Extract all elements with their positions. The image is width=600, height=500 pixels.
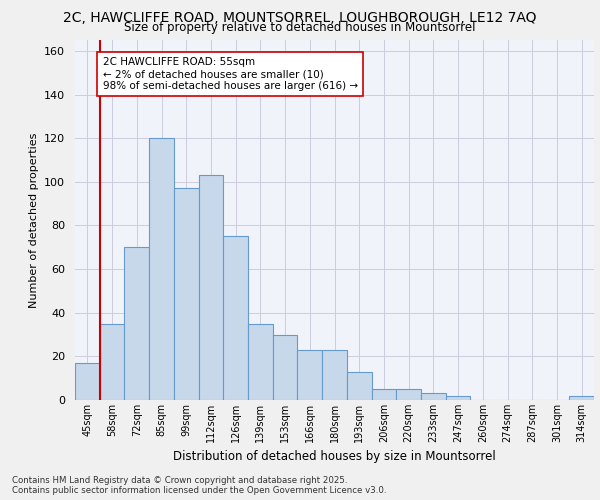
Text: 2C, HAWCLIFFE ROAD, MOUNTSORREL, LOUGHBOROUGH, LE12 7AQ: 2C, HAWCLIFFE ROAD, MOUNTSORREL, LOUGHBO… — [63, 11, 537, 25]
Text: Contains public sector information licensed under the Open Government Licence v3: Contains public sector information licen… — [12, 486, 386, 495]
Bar — [569, 396, 594, 400]
Bar — [124, 248, 149, 400]
Bar — [396, 389, 421, 400]
Bar — [174, 188, 199, 400]
Bar — [322, 350, 347, 400]
Bar — [199, 176, 223, 400]
Bar — [149, 138, 174, 400]
Y-axis label: Number of detached properties: Number of detached properties — [29, 132, 38, 308]
Bar — [248, 324, 273, 400]
Bar — [421, 394, 446, 400]
Bar — [347, 372, 371, 400]
Bar — [75, 363, 100, 400]
Text: Size of property relative to detached houses in Mountsorrel: Size of property relative to detached ho… — [124, 22, 476, 35]
Text: 2C HAWCLIFFE ROAD: 55sqm
← 2% of detached houses are smaller (10)
98% of semi-de: 2C HAWCLIFFE ROAD: 55sqm ← 2% of detache… — [103, 58, 358, 90]
X-axis label: Distribution of detached houses by size in Mountsorrel: Distribution of detached houses by size … — [173, 450, 496, 464]
Text: Contains HM Land Registry data © Crown copyright and database right 2025.: Contains HM Land Registry data © Crown c… — [12, 476, 347, 485]
Bar — [223, 236, 248, 400]
Bar — [371, 389, 396, 400]
Bar — [100, 324, 124, 400]
Bar — [446, 396, 470, 400]
Bar — [298, 350, 322, 400]
Bar — [273, 334, 298, 400]
